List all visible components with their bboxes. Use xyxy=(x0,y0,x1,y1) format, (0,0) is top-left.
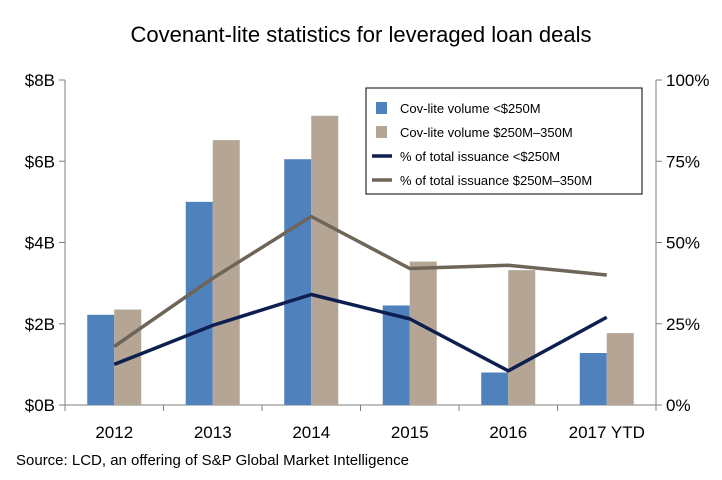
bar xyxy=(185,201,213,405)
legend-label: Cov-lite volume $250M–350M xyxy=(400,125,573,140)
y-right-tick-label: 100% xyxy=(666,71,709,90)
legend: Cov-lite volume <$250M Cov-lite volume $2… xyxy=(365,87,643,195)
bar xyxy=(606,333,634,405)
y-left-tick-label: $4B xyxy=(25,234,55,253)
bar xyxy=(579,353,607,405)
y-right-tick-label: 75% xyxy=(666,152,700,171)
legend-label: % of total issuance <$250M xyxy=(400,149,560,164)
x-tick-label: 2013 xyxy=(194,423,232,442)
tick-labels: $0B $2B $4B $6B $8B 0% 25% 50% 75% 100% 2012 2013 20… xyxy=(25,71,710,442)
bar xyxy=(311,115,339,405)
y-right-tick-label: 50% xyxy=(666,234,700,253)
y-left-tick-label: $2B xyxy=(25,315,55,334)
lines xyxy=(113,214,608,373)
bar xyxy=(382,305,410,405)
bar xyxy=(212,140,240,405)
bar xyxy=(284,159,312,405)
legend-swatch xyxy=(376,102,387,114)
bars xyxy=(87,115,634,405)
bar xyxy=(508,270,536,405)
legend-swatch xyxy=(376,126,387,138)
x-tick-label: 2017 YTD xyxy=(569,423,645,442)
source-note: Source: LCD, an offering of S&P Global M… xyxy=(16,452,409,469)
series-line xyxy=(113,214,607,348)
legend-label: % of total issuance $250M–350M xyxy=(400,173,592,188)
y-left-tick-label: $8B xyxy=(25,71,55,90)
bar xyxy=(481,372,509,405)
axes xyxy=(59,79,662,411)
y-left-tick-label: $6B xyxy=(25,152,55,171)
legend-box xyxy=(365,87,643,195)
y-right-tick-label: 25% xyxy=(666,315,700,334)
y-left-tick-label: $0B xyxy=(25,396,55,415)
chart-title: Covenant-lite statistics for leveraged l… xyxy=(130,22,592,47)
x-tick-label: 2012 xyxy=(95,423,133,442)
legend-label: Cov-lite volume <$250M xyxy=(400,101,541,116)
bar xyxy=(87,314,115,405)
series-line xyxy=(113,292,608,373)
bar xyxy=(409,261,437,405)
x-tick-label: 2014 xyxy=(292,423,330,442)
y-right-tick-label: 0% xyxy=(666,396,691,415)
x-tick-label: 2016 xyxy=(489,423,527,442)
x-tick-label: 2015 xyxy=(391,423,429,442)
